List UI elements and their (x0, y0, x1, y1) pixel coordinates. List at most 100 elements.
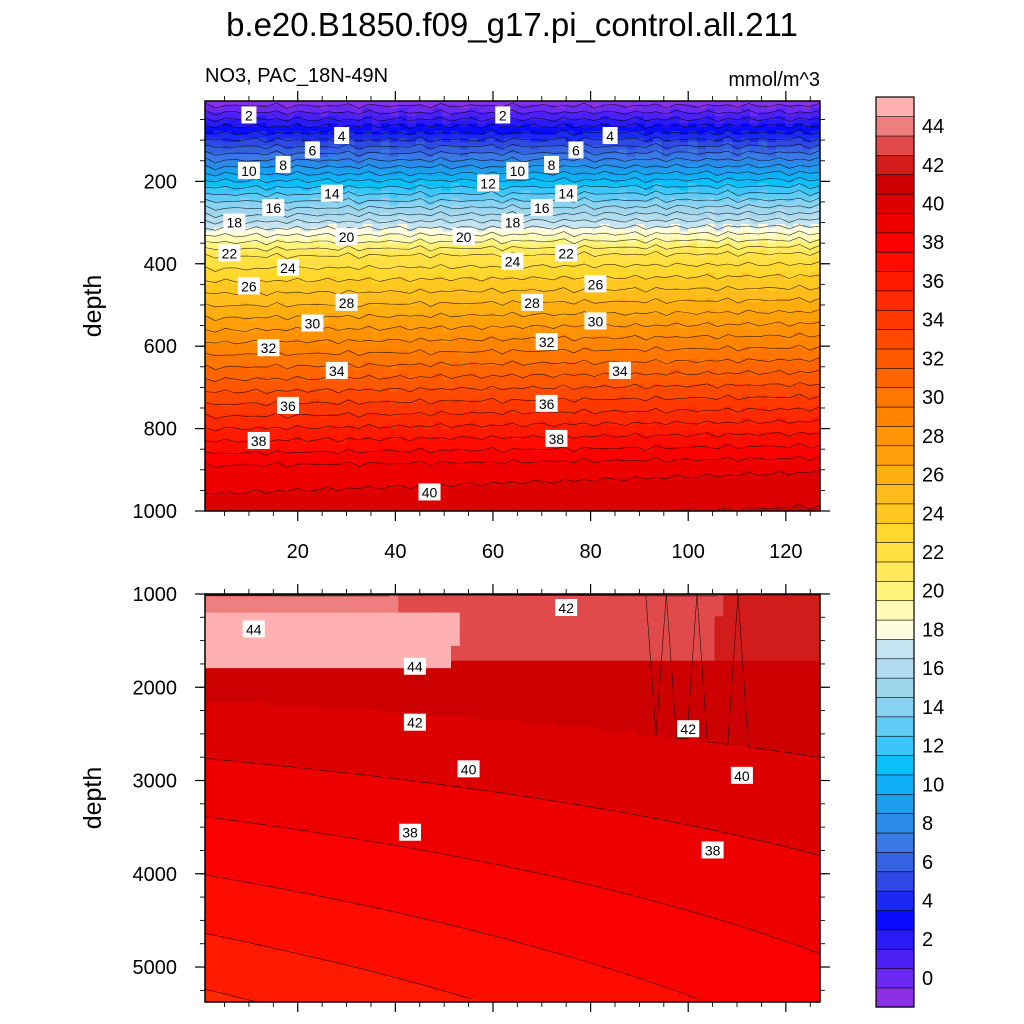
contour-cell (705, 227, 716, 233)
contour-cell (213, 138, 224, 143)
contour-cell (266, 276, 276, 281)
contour-cell (415, 268, 426, 274)
contour-cell (688, 268, 698, 274)
contour-cell (538, 127, 549, 132)
contour-cell (275, 235, 285, 240)
contour-cell (257, 328, 268, 333)
contour-cell (714, 265, 724, 270)
contour-cell (644, 306, 654, 311)
contour-cell (345, 361, 355, 367)
contour-cell (328, 265, 338, 270)
contour-cell (697, 354, 707, 359)
contour-cell (477, 123, 487, 128)
contour-cell (345, 205, 355, 210)
contour-cell (609, 112, 619, 117)
contour-cell (538, 287, 549, 292)
contour-cell (802, 112, 812, 117)
contour-cell (451, 279, 461, 285)
contour-cell (723, 302, 733, 307)
contour-cell (644, 294, 654, 300)
contour-cell (213, 149, 224, 154)
contour-cell (213, 119, 224, 124)
contour-cell (398, 227, 408, 233)
contour-cell (477, 347, 487, 352)
contour-cell (811, 179, 820, 184)
contour-cell (811, 253, 820, 259)
contour-cell (705, 168, 716, 173)
contour-cell (626, 134, 637, 139)
contour-cell (530, 283, 540, 288)
contour-cell (582, 212, 593, 218)
contour-cell (740, 197, 751, 203)
contour-cell (433, 302, 443, 307)
contour-cell (697, 168, 707, 173)
contour-cell (626, 175, 637, 180)
contour-cell (389, 272, 399, 277)
contour-cell (538, 283, 549, 288)
contour-cell (415, 115, 426, 121)
contour-cell (319, 283, 329, 288)
contour-cell (574, 224, 584, 229)
contour-cell (257, 220, 268, 225)
contour-cell (758, 130, 768, 136)
contour-cell (468, 358, 478, 363)
contour-cell (503, 339, 514, 344)
contour-cell (231, 302, 241, 307)
contour-cell (732, 358, 742, 363)
contour-cell (609, 283, 619, 288)
contour-cell (275, 130, 285, 136)
contour-cell (213, 358, 224, 363)
contour-cell (705, 324, 716, 329)
contour-cell (310, 268, 320, 274)
contour-cell (328, 354, 338, 359)
contour-cell (811, 291, 820, 296)
contour-cell (705, 216, 716, 221)
contour-cell (292, 216, 303, 221)
contour-cell (784, 156, 795, 162)
contour-cell (205, 298, 215, 303)
contour-cell (661, 272, 672, 277)
contour-cell (714, 205, 724, 210)
contour-cell (723, 298, 733, 303)
contour-cell (802, 175, 812, 180)
contour-cell (688, 183, 698, 188)
contour-cell (213, 115, 224, 121)
contour-cell (600, 164, 610, 169)
contour-cell (793, 309, 804, 315)
contour-cell (266, 320, 276, 326)
contour-cell (319, 168, 329, 173)
contour-cell (635, 119, 645, 124)
contour-cell (363, 186, 373, 192)
contour-cell (468, 153, 478, 158)
contour-cell (688, 138, 698, 143)
contour-cell (494, 339, 505, 344)
contour-cell (697, 339, 707, 344)
contour-cell (407, 209, 417, 214)
contour-cell (635, 350, 645, 356)
contour-cell (266, 361, 276, 367)
contour-cell (284, 324, 294, 329)
contour-cell (670, 179, 681, 184)
contour-cell (205, 343, 215, 348)
contour-cell (503, 328, 514, 333)
contour-cell (556, 302, 566, 307)
contour-cell (205, 156, 215, 162)
contour-cell (732, 108, 742, 113)
contour-cell (512, 272, 522, 277)
contour-cell (389, 168, 399, 173)
contour-cell (205, 145, 215, 151)
contour-cell (784, 134, 795, 139)
contour-cell (275, 145, 285, 151)
contour-cell (213, 197, 224, 203)
contour-cell (424, 212, 435, 218)
contour-cell (574, 250, 584, 255)
contour-cell (486, 309, 496, 315)
contour-cell (574, 320, 584, 326)
contour-cell (723, 209, 733, 214)
contour-cell (617, 179, 628, 184)
contour-cell (767, 160, 777, 165)
contour-cell (530, 194, 540, 199)
contour-cell (494, 361, 505, 367)
contour-cell (494, 216, 505, 221)
contour-cell (723, 335, 733, 341)
